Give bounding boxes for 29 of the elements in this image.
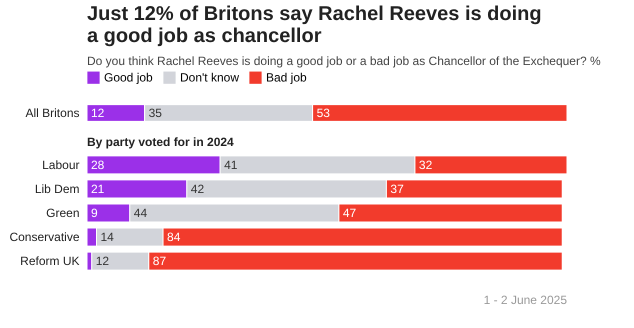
legend-label: Good job (104, 70, 154, 85)
data-label: 32 (418, 158, 433, 172)
y-tick-label: All Britons (25, 106, 80, 120)
data-label: 41 (224, 158, 238, 172)
chart-title: By party voted for in 2024 (87, 135, 234, 149)
y-tick-label: Green (46, 206, 80, 220)
data-label: 14 (100, 230, 114, 244)
data-label: 53 (316, 106, 330, 120)
data-label: 37 (390, 182, 404, 196)
data-label: 21 (91, 182, 105, 196)
data-label: 42 (190, 182, 204, 196)
y-tick-label: Labour (42, 158, 80, 172)
legend-label: Bad job (266, 70, 308, 85)
data-label: 35 (148, 106, 162, 120)
chart-subtitle: Do you think Rachel Reeves is doing a good job or a bad job as Chancellor of the Exchequer? % (87, 54, 601, 68)
data-label: 84 (167, 230, 181, 244)
chart-title: Just 12% of Britons say Rachel Reeves is doing a good job as chancellor (87, 3, 542, 47)
data-label: 12 (96, 254, 110, 268)
y-tick-label: Conservative (9, 230, 80, 244)
data-label: 44 (134, 206, 148, 220)
legend-label: Don't know (180, 70, 240, 85)
data-label: 87 (152, 254, 166, 268)
data-label: 47 (342, 206, 357, 220)
data-label: 28 (91, 158, 105, 172)
data-label: 12 (91, 106, 105, 120)
y-tick-label: Lib Dem (34, 182, 80, 196)
y-tick-label: Reform UK (20, 254, 80, 268)
data-label: 9 (91, 206, 98, 220)
text: 1 - 2 June 2025 (484, 293, 568, 307)
